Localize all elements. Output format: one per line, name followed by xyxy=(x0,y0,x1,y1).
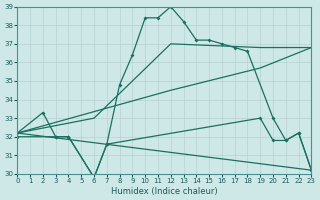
X-axis label: Humidex (Indice chaleur): Humidex (Indice chaleur) xyxy=(111,187,218,196)
